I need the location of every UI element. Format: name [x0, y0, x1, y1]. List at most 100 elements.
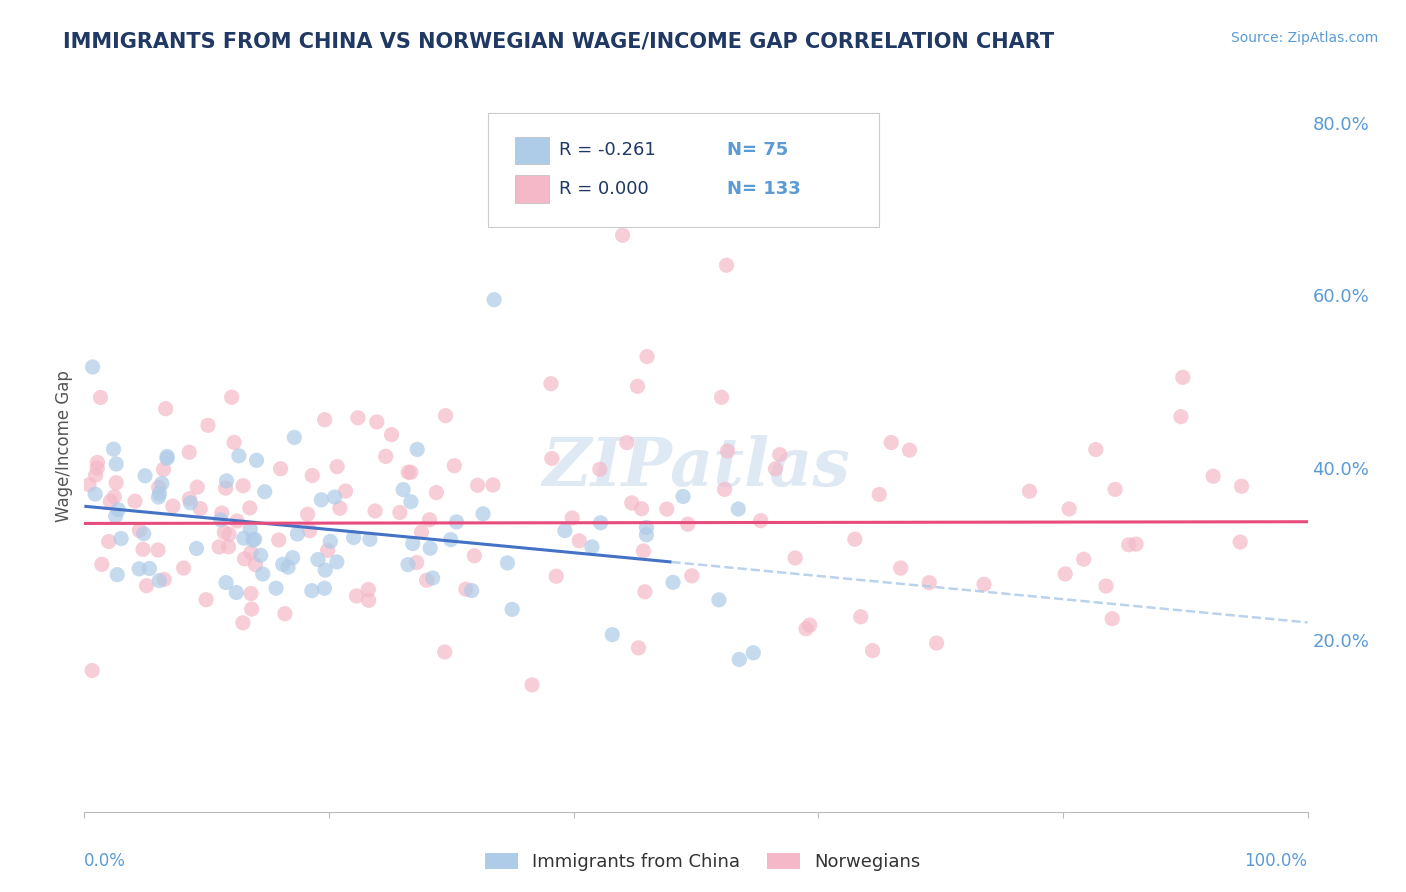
Point — [1171, 370, 1194, 384]
Point — [655, 502, 678, 516]
Point — [222, 435, 245, 450]
Point — [264, 581, 287, 595]
Point — [364, 504, 387, 518]
Point — [612, 228, 634, 243]
Point — [301, 468, 323, 483]
Point — [82, 359, 104, 374]
Point — [406, 442, 429, 457]
Point — [419, 541, 441, 556]
Point — [716, 258, 738, 272]
Point — [681, 569, 703, 583]
Point — [232, 531, 254, 545]
Point — [103, 442, 125, 457]
Point — [433, 645, 456, 659]
Text: R = -0.261: R = -0.261 — [560, 142, 655, 160]
Point — [467, 478, 489, 492]
Point — [186, 541, 208, 556]
Point — [128, 524, 150, 538]
Point — [271, 558, 294, 572]
Point — [90, 558, 112, 572]
Point — [301, 583, 323, 598]
Point — [132, 542, 155, 557]
Point — [103, 490, 125, 504]
FancyBboxPatch shape — [515, 136, 550, 164]
Point — [208, 540, 231, 554]
Point — [769, 448, 792, 462]
Point — [319, 534, 342, 549]
Point — [541, 451, 564, 466]
Point — [396, 465, 419, 479]
Point — [277, 560, 299, 574]
Point — [1101, 612, 1123, 626]
Point — [97, 534, 120, 549]
Point — [124, 494, 146, 508]
Point — [283, 430, 305, 444]
Point — [1202, 469, 1225, 483]
Point — [405, 556, 427, 570]
Point — [138, 561, 160, 575]
Point — [232, 479, 254, 493]
Point — [215, 481, 238, 495]
Point — [399, 494, 422, 508]
Point — [463, 549, 485, 563]
Text: IMMIGRANTS FROM CHINA VS NORWEGIAN WAGE/INCOME GAP CORRELATION CHART: IMMIGRANTS FROM CHINA VS NORWEGIAN WAGE/… — [63, 31, 1054, 51]
Point — [211, 506, 233, 520]
Point — [1104, 483, 1126, 497]
Point — [152, 462, 174, 476]
Point — [676, 517, 699, 532]
Point — [446, 515, 468, 529]
Point — [799, 618, 821, 632]
Point — [460, 583, 482, 598]
Point — [153, 573, 176, 587]
Point — [434, 409, 457, 423]
Point — [357, 582, 380, 597]
Point — [636, 520, 658, 534]
Point — [359, 533, 381, 547]
Point — [347, 410, 370, 425]
Point — [232, 615, 254, 630]
Point — [195, 592, 218, 607]
Point — [374, 450, 396, 464]
Point — [366, 415, 388, 429]
Point — [307, 552, 329, 566]
Point — [402, 536, 425, 550]
Point — [749, 514, 772, 528]
Point — [396, 558, 419, 572]
Point — [713, 483, 735, 497]
Point — [568, 533, 591, 548]
Point — [155, 401, 177, 416]
Point — [1073, 552, 1095, 566]
Point — [311, 492, 333, 507]
Point — [270, 462, 292, 476]
Point — [225, 585, 247, 599]
Point — [742, 646, 765, 660]
Point — [636, 350, 658, 364]
Point — [146, 543, 169, 558]
Point — [890, 561, 912, 575]
Point — [173, 561, 195, 575]
Point — [616, 435, 638, 450]
Point — [388, 506, 411, 520]
Point — [86, 455, 108, 469]
Point — [482, 293, 505, 307]
Point — [392, 483, 415, 497]
Point — [104, 509, 127, 524]
Point — [918, 575, 941, 590]
Point — [110, 532, 132, 546]
Point — [589, 516, 612, 530]
Point — [1095, 579, 1118, 593]
Point — [849, 609, 872, 624]
Point — [630, 501, 652, 516]
Legend: Immigrants from China, Norwegians: Immigrants from China, Norwegians — [478, 846, 928, 879]
Point — [188, 501, 211, 516]
Point — [785, 551, 807, 566]
Point — [86, 461, 108, 475]
Point — [411, 525, 433, 540]
Point — [1057, 502, 1080, 516]
Point — [221, 390, 243, 404]
Point — [925, 636, 948, 650]
Point — [239, 586, 262, 600]
Point — [662, 575, 685, 590]
Point — [135, 579, 157, 593]
Point — [973, 577, 995, 591]
